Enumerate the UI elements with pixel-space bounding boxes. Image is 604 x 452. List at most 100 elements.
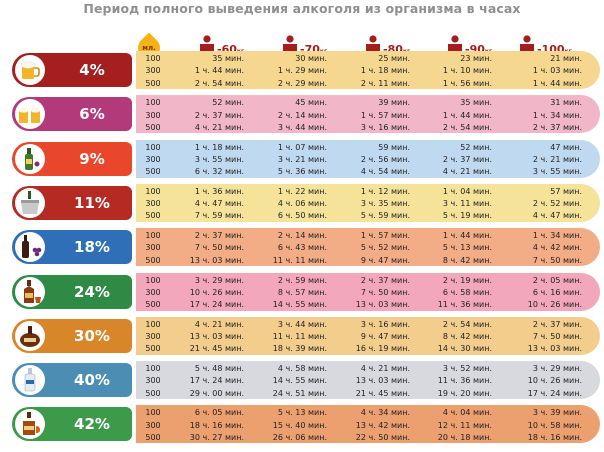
time-value: 10 ч. 58 мин. <box>527 420 582 430</box>
volume-value: 300 <box>145 332 161 342</box>
volume-column: 100 300 500 <box>136 273 170 313</box>
row-band <box>136 405 600 444</box>
time-value: 1 ч. 22 мин. <box>277 186 327 196</box>
volume-column: 100 300 500 <box>136 184 170 224</box>
time-value: 9 ч. 47 мин. <box>360 332 410 342</box>
strength-cap: 11% <box>12 185 132 220</box>
time-value: 1 ч. 18 мин. <box>194 142 244 152</box>
row-band <box>136 361 600 400</box>
time-value: 11 ч. 11 мин. <box>272 332 327 342</box>
strength-cap: 30% <box>12 318 132 353</box>
alcohol-percent: 24% <box>74 282 110 301</box>
time-value: 3 ч. 16 мин. <box>360 319 410 329</box>
time-cell: 35 мин. 1 ч. 44 мин. 2 ч. 54 мин. <box>174 51 244 91</box>
time-cell: 3 ч. 44 мин. 11 ч. 11 мин. 18 ч. 39 мин. <box>257 317 327 357</box>
time-value: 52 мин. <box>212 98 244 108</box>
volume-value: 300 <box>145 110 161 120</box>
time-value: 2 ч. 56 мин. <box>360 154 410 164</box>
table-row: 30% 100 300 500 4 ч. 21 мин. 13 ч. 03 мин. 21 … <box>12 316 600 357</box>
time-value: 10 ч. 26 мин. <box>189 287 244 297</box>
time-value: 3 ч. 21 мин. <box>277 154 327 164</box>
time-value: 7 ч. 50 мин. <box>194 243 244 253</box>
time-cell: 52 мин. 2 ч. 37 мин. 4 ч. 21 мин. <box>422 140 492 180</box>
time-value: 5 ч. 48 мин. <box>194 364 244 374</box>
time-value: 17 ч. 24 мин. <box>527 388 582 398</box>
time-value: 14 ч. 55 мин. <box>272 300 327 310</box>
volume-value: 500 <box>145 167 161 177</box>
time-value: 11 ч. 36 мин. <box>437 376 492 386</box>
strength-cap: 4% <box>12 53 132 87</box>
liqueur-bottle-icon <box>15 276 45 307</box>
time-value: 1 ч. 10 мин. <box>442 66 492 76</box>
time-value: 7 ч. 50 мин. <box>532 332 582 342</box>
time-value: 52 мин. <box>460 142 492 152</box>
time-cell: 2 ч. 05 мин. 6 ч. 16 мин. 10 ч. 26 мин. <box>512 273 582 313</box>
row-band <box>136 316 600 355</box>
time-cell: 3 ч. 52 мин. 11 ч. 36 мин. 19 ч. 20 мин. <box>422 361 492 401</box>
time-value: 59 мин. <box>378 142 410 152</box>
volume-value: 300 <box>145 420 161 430</box>
time-cell: 3 ч. 29 мин. 10 ч. 26 мин. 17 ч. 24 мин. <box>174 273 244 313</box>
time-value: 4 ч. 58 мин. <box>277 364 327 374</box>
time-value: 9 ч. 47 мин. <box>360 255 410 265</box>
time-cell: 3 ч. 39 мин. 10 ч. 58 мин. 18 ч. 16 мин. <box>512 405 582 445</box>
table-row: 18% 100 300 500 2 ч. 37 мин. 7 ч. 50 мин. 13 ч… <box>12 228 600 268</box>
time-cell: 52 мин. 2 ч. 37 мин. 4 ч. 21 мин. <box>174 95 244 135</box>
volume-value: 500 <box>145 300 161 310</box>
time-value: 18 ч. 39 мин. <box>272 344 327 354</box>
time-cell: 25 мин. 1 ч. 18 мин. 2 ч. 11 мин. <box>340 51 410 91</box>
time-value: 16 ч. 19 мин. <box>355 344 410 354</box>
time-cell: 2 ч. 37 мин. 7 ч. 50 мин. 13 ч. 03 мин. <box>174 228 244 268</box>
volume-value: 300 <box>145 154 161 164</box>
time-value: 1 ч. 44 мин. <box>442 231 492 241</box>
time-cell: 1 ч. 36 мин. 4 ч. 47 мин. 7 ч. 59 мин. <box>174 184 244 224</box>
time-value: 6 ч. 16 мин. <box>532 287 582 297</box>
time-value: 3 ч. 29 мин. <box>532 364 582 374</box>
rum-bottle-icon <box>15 320 45 351</box>
time-value: 4 ч. 47 мин. <box>194 199 244 209</box>
time-value: 13 ч. 42 мин. <box>355 420 410 430</box>
vodka-bottle-icon <box>15 365 45 396</box>
time-value: 1 ч. 03 мин. <box>532 66 582 76</box>
volume-value: 300 <box>145 199 161 209</box>
row-band <box>136 95 600 134</box>
time-cell: 3 ч. 16 мин. 9 ч. 47 мин. 16 ч. 19 мин. <box>340 317 410 357</box>
time-cell: 2 ч. 19 мин. 6 ч. 58 мин. 11 ч. 36 мин. <box>422 273 492 313</box>
time-value: 5 ч. 36 мин. <box>277 167 327 177</box>
table-row: 40% 100 300 500 5 ч. 48 мин. 17 ч. 24 мин. 29 … <box>12 361 600 401</box>
volume-value: 500 <box>145 388 161 398</box>
time-value: 1 ч. 12 мин. <box>360 186 410 196</box>
volume-value: 100 <box>145 364 161 374</box>
time-value: 4 ч. 34 мин. <box>360 408 410 418</box>
time-cell: 23 мин. 1 ч. 10 мин. 1 ч. 56 мин. <box>422 51 492 91</box>
ml-label: мл. <box>142 44 156 52</box>
time-value: 11 ч. 36 мин. <box>437 300 492 310</box>
volume-value: 100 <box>145 142 161 152</box>
cognac-bottle-icon <box>15 409 45 440</box>
time-value: 23 мин. <box>460 54 492 63</box>
table-row: 42% 100 300 500 6 ч. 05 мин. 18 ч. 16 мин. 30 … <box>12 405 600 445</box>
time-value: 4 ч. 21 мин. <box>442 167 492 177</box>
time-value: 13 ч. 03 мин. <box>189 332 244 342</box>
beer-mugs-icon <box>15 99 45 130</box>
time-cell: 4 ч. 21 мин. 13 ч. 03 мин. 21 ч. 45 мин. <box>174 317 244 357</box>
time-value: 2 ч. 37 мин. <box>194 110 244 120</box>
time-value: 5 ч. 59 мин. <box>360 211 410 221</box>
time-cell: 4 ч. 34 мин. 13 ч. 42 мин. 22 ч. 50 мин. <box>340 405 410 445</box>
time-value: 15 ч. 40 мин. <box>272 420 327 430</box>
time-cell: 1 ч. 12 мин. 3 ч. 35 мин. 5 ч. 59 мин. <box>340 184 410 224</box>
time-value: 35 мин. <box>460 98 492 108</box>
time-cell: 57 мин. 2 ч. 52 мин. 4 ч. 47 мин. <box>512 184 582 224</box>
time-value: 2 ч. 37 мин. <box>532 122 582 132</box>
time-value: 1 ч. 56 мин. <box>442 78 492 88</box>
volume-column: 100 300 500 <box>136 51 170 91</box>
time-value: 30 ч. 27 мин. <box>189 432 244 442</box>
time-value: 10 ч. 26 мин. <box>527 300 582 310</box>
time-value: 1 ч. 04 мин. <box>442 186 492 196</box>
time-cell: 31 мин. 1 ч. 34 мин. 2 ч. 37 мин. <box>512 95 582 135</box>
time-value: 4 ч. 06 мин. <box>277 199 327 209</box>
strength-cap: 42% <box>12 407 132 442</box>
time-value: 57 мин. <box>550 186 582 196</box>
time-cell: 1 ч. 57 мин. 5 ч. 52 мин. 9 ч. 47 мин. <box>340 228 410 268</box>
time-value: 6 ч. 50 мин. <box>277 211 327 221</box>
